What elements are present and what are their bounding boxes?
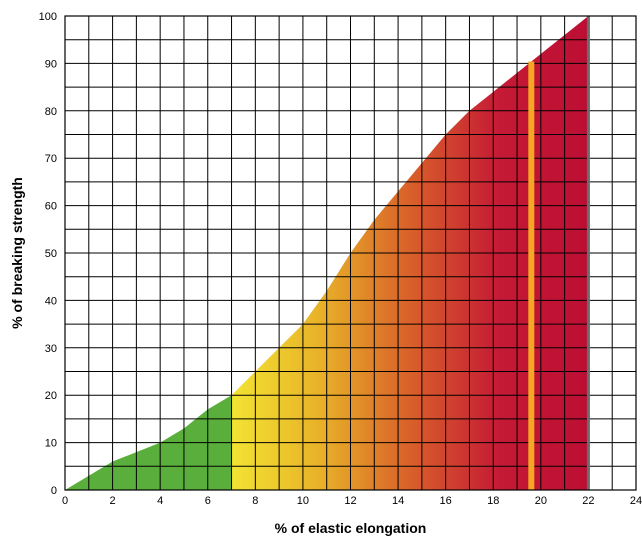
y-tick-label: 0 — [51, 485, 57, 497]
grid-layer — [64, 15, 637, 491]
x-tick-label: 6 — [205, 495, 211, 507]
y-tick-label: 60 — [45, 201, 57, 213]
x-tick-label: 2 — [110, 495, 116, 507]
y-tick-label: 30 — [45, 343, 57, 355]
x-tick-label: 8 — [252, 495, 258, 507]
x-tick-label: 4 — [157, 495, 163, 507]
y-tick-label: 40 — [45, 295, 57, 307]
x-tick-label: 16 — [440, 495, 452, 507]
x-tick-label: 10 — [297, 495, 309, 507]
y-axis-label: % of breaking strength — [9, 177, 25, 329]
orange-marker-line — [528, 61, 535, 491]
y-tick-label: 100 — [39, 11, 57, 23]
x-tick-label: 24 — [630, 495, 642, 507]
y-tick-label: 70 — [45, 153, 57, 165]
x-tick-label: 20 — [535, 495, 547, 507]
y-tick-label: 50 — [45, 248, 57, 260]
y-tick-label: 10 — [45, 438, 57, 450]
end-marker-line — [586, 16, 590, 490]
x-tick-label: 14 — [392, 495, 404, 507]
x-tick-label: 22 — [582, 495, 594, 507]
x-tick-labels: 0 2 4 6 8 10 12 14 16 18 20 22 24 — [62, 495, 642, 507]
x-tick-label: 18 — [487, 495, 499, 507]
plot-border — [64, 15, 637, 491]
y-tick-label: 90 — [45, 58, 57, 70]
x-tick-label: 0 — [62, 495, 68, 507]
y-tick-label: 20 — [45, 390, 57, 402]
x-tick-label: 12 — [344, 495, 356, 507]
x-axis-label: % of elastic elongation — [275, 520, 427, 536]
plot-frame — [64, 15, 637, 491]
y-tick-label: 80 — [45, 106, 57, 118]
marker-line-layer — [528, 16, 590, 491]
y-tick-labels: 0 10 20 30 40 50 60 70 80 90 100 — [39, 11, 57, 497]
